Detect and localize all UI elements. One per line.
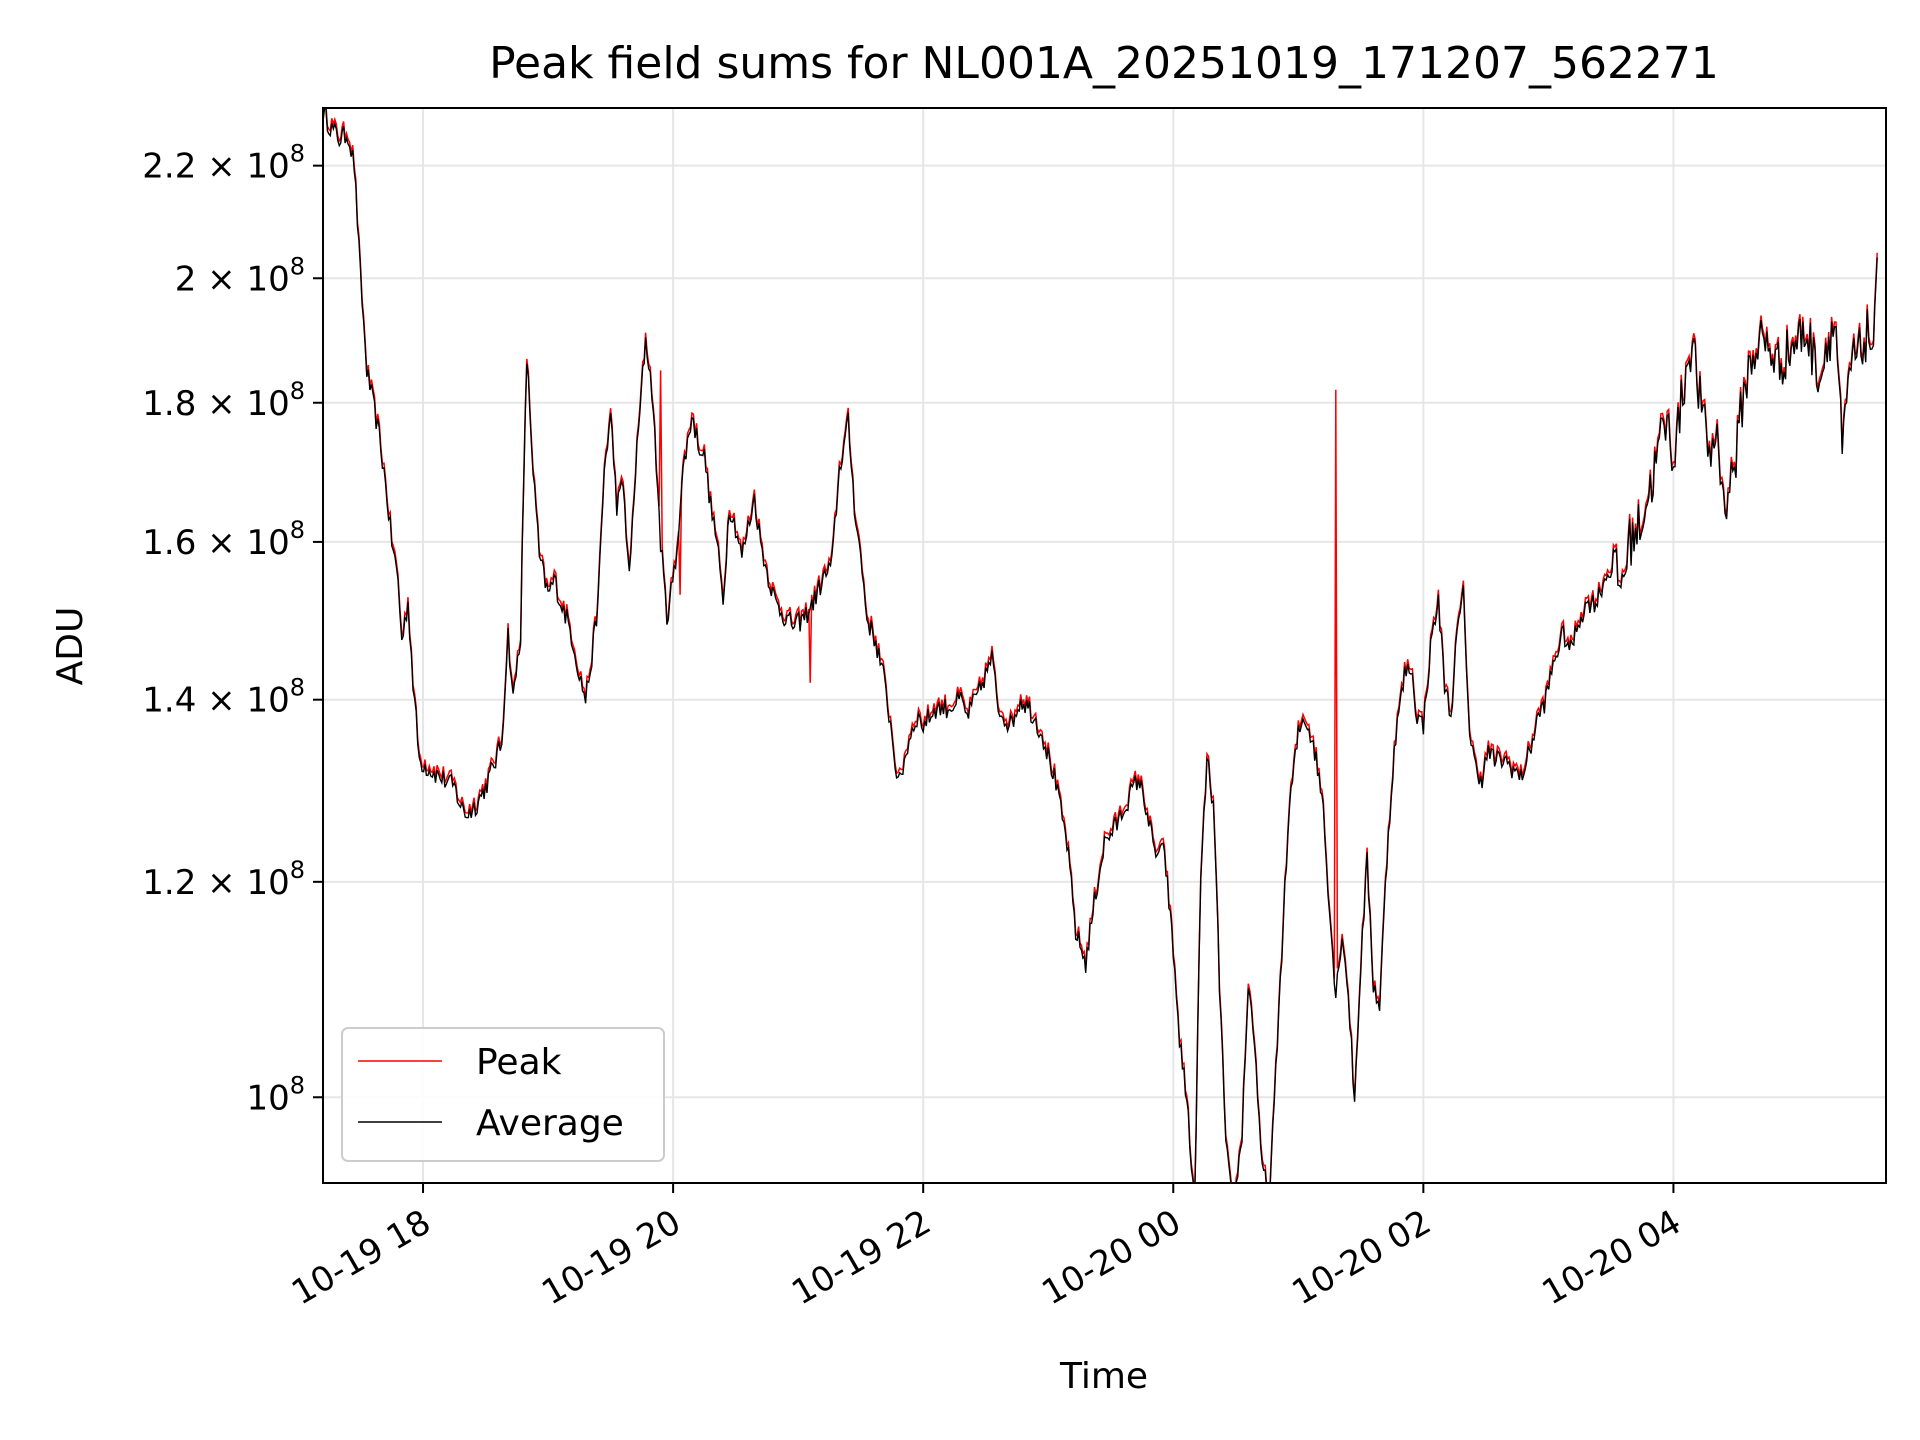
y-axis-label: ADU: [50, 607, 91, 686]
series-lines: [323, 108, 1878, 1183]
y-tick-exponent: 8: [290, 674, 305, 702]
x-axis-label: Time: [1059, 1356, 1148, 1397]
y-tick-label: 1.4 × 108: [142, 674, 305, 721]
plot-frame: [322, 107, 1887, 1184]
legend-peak-label: Peak: [476, 1042, 562, 1083]
legend: Peak Average: [341, 1027, 665, 1162]
y-tick-mantissa: 1.4 × 10: [142, 681, 289, 721]
y-tick-mantissa: 2 × 10: [175, 259, 290, 299]
y-tick-mantissa: 1.6 × 10: [142, 523, 289, 563]
legend-average-label: Average: [476, 1103, 624, 1144]
y-tick-exponent: 8: [290, 140, 305, 168]
average-line: [323, 108, 1878, 1183]
y-tick-exponent: 8: [290, 252, 305, 280]
y-tick-exponent: 8: [290, 377, 305, 405]
y-tick-exponent: 8: [290, 516, 305, 544]
grid: [323, 108, 1886, 1183]
y-tick-label: 108: [246, 1071, 305, 1118]
y-tick-exponent: 8: [290, 1071, 305, 1099]
y-tick-mantissa: 1.2 × 10: [142, 863, 289, 903]
y-tick-exponent: 8: [290, 856, 305, 884]
y-tick-label: 1.2 × 108: [142, 856, 305, 903]
y-tick-label: 1.8 × 108: [142, 377, 305, 424]
y-tick-mantissa: 2.2 × 10: [142, 147, 289, 187]
y-tick-mantissa: 1.8 × 10: [142, 384, 289, 424]
y-tick-label: 1.6 × 108: [142, 516, 305, 563]
y-tick-label: 2 × 108: [175, 252, 305, 299]
chart-title: Peak field sums for NL001A_20251019_1712…: [489, 38, 1719, 89]
y-tick-label: 2.2 × 108: [142, 140, 305, 187]
y-tick-mantissa: 10: [246, 1078, 289, 1118]
